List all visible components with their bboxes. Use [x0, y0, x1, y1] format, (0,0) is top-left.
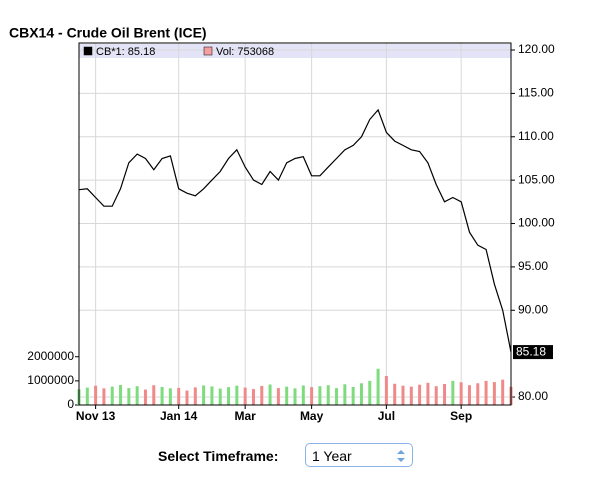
volume-bar [276, 388, 280, 405]
volume-bar [443, 384, 447, 405]
volume-bar [409, 386, 413, 405]
y-tick-label: 115.00 [518, 86, 554, 100]
volume-bar [218, 388, 222, 405]
volume-bar [210, 386, 214, 405]
volume-bar [168, 388, 172, 405]
volume-bar [268, 384, 272, 405]
volume-bar [160, 386, 164, 405]
volume-bar [492, 382, 496, 405]
volume-bar [376, 368, 380, 405]
timeframe-value[interactable]: 1 Year [312, 448, 352, 464]
volume-bar [293, 388, 297, 405]
y2-tick-label: 1000000 [27, 373, 74, 387]
volume-bar [285, 386, 289, 405]
y-tick-label: 90.00 [518, 302, 548, 316]
volume-bar [185, 390, 189, 405]
volume-bar [343, 384, 347, 405]
x-tick-label: Jul [378, 409, 395, 423]
x-tick-label: May [300, 409, 324, 423]
volume-bar [251, 389, 255, 405]
y2-tick-label: 2000000 [27, 349, 74, 363]
volume-bar [143, 389, 147, 405]
select-arrows[interactable] [395, 448, 407, 464]
plot-frame [78, 42, 512, 406]
volume-bar [177, 387, 181, 405]
volume-bar [119, 384, 123, 405]
volume-bar [243, 387, 247, 405]
price-line [78, 108, 512, 353]
volume-bar [110, 386, 114, 405]
legend-label: CB*1: 85.18 [96, 46, 155, 58]
legend-swatch [83, 46, 93, 56]
volume-bar [227, 387, 231, 405]
legend-band [79, 44, 511, 58]
volume-bar [318, 386, 322, 405]
volume-bar [94, 385, 98, 405]
timeframe-control: Select Timeframe: 1 Year [158, 443, 428, 469]
y-tick-label: 100.00 [518, 216, 555, 230]
volume-bar [451, 380, 455, 405]
last-value-box [513, 345, 553, 360]
timeframe-select[interactable]: 1 Year [305, 443, 413, 467]
chart: CBX14 - Crude Oil Brent (ICE) 80.00 90.00… [9, 25, 555, 423]
volume-bar [484, 380, 488, 405]
volume-bar [467, 385, 471, 405]
volume-bar [326, 385, 330, 405]
y-tick-label: 110.00 [518, 129, 554, 143]
volume-bar [351, 386, 355, 405]
x-tick-label: Mar [234, 409, 256, 423]
volume-bar [260, 385, 264, 405]
volume-bar [202, 385, 206, 405]
volume-bar [135, 386, 139, 405]
x-tick-label: Sep [450, 409, 472, 423]
last-value-label: 85.18 [516, 344, 546, 358]
volume-bar [359, 383, 363, 405]
volume-bar [384, 376, 388, 405]
legend-label: Vol: 753068 [216, 46, 274, 58]
y-tick-label: 120.00 [518, 42, 555, 56]
volume-bar [476, 383, 480, 405]
volume-bar [102, 388, 106, 405]
legend-swatch [203, 46, 213, 56]
timeframe-label: Select Timeframe: [158, 448, 279, 464]
y-tick-label: 80.00 [518, 389, 548, 403]
chart-title: CBX14 - Crude Oil Brent (ICE) [9, 25, 207, 41]
volume-bar [434, 386, 438, 405]
volume-bar [85, 387, 89, 405]
volume-bar [418, 384, 422, 405]
y-tick-label: 105.00 [518, 172, 555, 186]
x-tick-label: Jan 14 [160, 409, 198, 423]
volume-bar [310, 387, 314, 405]
volume-bar [501, 379, 505, 405]
x-tick-label: Nov 13 [76, 409, 116, 423]
volume-bar [301, 385, 305, 405]
volume-bar [393, 383, 397, 405]
volume-bar [368, 380, 372, 405]
y2-tick-label: 0 [67, 397, 74, 411]
volume-bar [193, 387, 197, 405]
volume-bar [152, 385, 156, 405]
volume-bar [426, 382, 430, 405]
volume-bar [459, 382, 463, 405]
volume-bar [335, 388, 339, 405]
volume-bar [401, 385, 405, 405]
volume-bar [235, 385, 239, 405]
y-tick-label: 95.00 [518, 259, 548, 273]
volume-bar [127, 388, 131, 405]
